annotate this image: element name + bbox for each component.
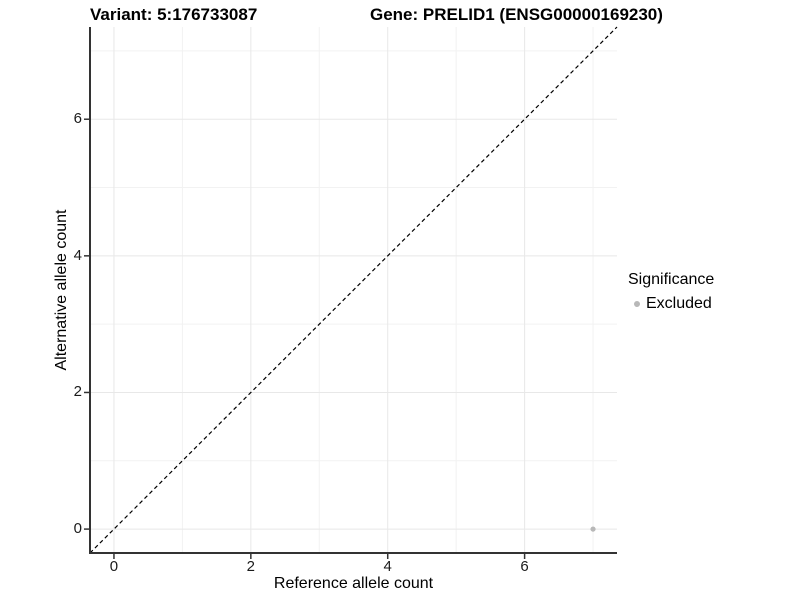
legend: Significance Excluded: [628, 271, 714, 313]
x-tick-label: 0: [109, 558, 119, 575]
legend-item-excluded: Excluded: [628, 295, 714, 313]
plot-title-variant: Variant: 5:176733087: [90, 5, 258, 24]
legend-title: Significance: [628, 271, 715, 288]
x-axis-title: Reference allele count: [273, 575, 434, 592]
data-point-excluded: [590, 526, 596, 532]
x-tick-label: 2: [246, 558, 255, 575]
y-tick-label: 2: [73, 383, 82, 401]
y-axis-title: Alternative allele count: [53, 209, 70, 371]
identity-reference-line: [89, 26, 618, 554]
excluded-point-swatch: [634, 301, 640, 307]
y-tick-label: 4: [73, 246, 82, 264]
y-tick-label: 6: [73, 110, 82, 128]
legend-item-label: Excluded: [646, 295, 712, 312]
y-tick-label: 0: [73, 520, 82, 538]
plot-title-gene: Gene: PRELID1 (ENSG00000169230): [370, 5, 663, 24]
x-tick-label: 4: [383, 558, 392, 575]
x-tick-label: 6: [520, 558, 529, 575]
